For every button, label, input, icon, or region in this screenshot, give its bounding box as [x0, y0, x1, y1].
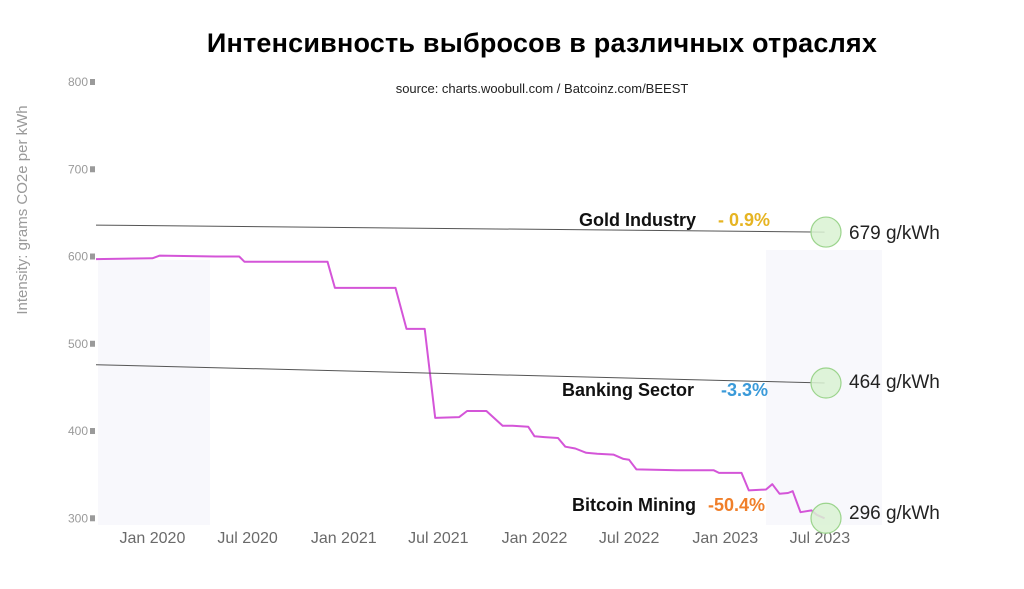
x-tick-label: Jan 2020: [120, 530, 186, 547]
series-line-bitcoin-mining: [95, 254, 826, 520]
annotation-value-bitcoin-mining: 296 g/kWh: [849, 503, 940, 524]
annotation-change-gold-industry: - 0.9%: [718, 210, 770, 230]
y-tick-label: 800: [68, 75, 88, 89]
chart-title: Интенсивность выбросов в различных отрас…: [206, 28, 878, 58]
y-tick-mark: [90, 166, 95, 173]
chart-source: source: charts.woobull.com / Batcoinz.co…: [395, 81, 689, 96]
annotation-value-gold-industry: 679 g/kWh: [849, 223, 940, 244]
x-tick-label: Jul 2022: [599, 530, 660, 547]
y-tick-mark: [90, 515, 95, 522]
endpoint-marker-bitcoin-mining: [810, 502, 842, 534]
x-tick-label: Jan 2021: [311, 530, 377, 547]
y-tick-mark: [90, 340, 95, 347]
y-tick-label: 700: [68, 162, 88, 176]
x-tick-label: Jul 2021: [408, 530, 469, 547]
annotation-label-bitcoin-mining: Bitcoin Mining: [572, 495, 696, 515]
plot-background-panel: [98, 260, 210, 525]
annotation-value-banking-sector: 464 g/kWh: [849, 372, 940, 393]
x-tick-label: Jan 2022: [502, 530, 568, 547]
endpoint-marker-gold-industry: [810, 216, 842, 248]
y-tick-label: 400: [68, 424, 88, 438]
y-tick-mark: [90, 428, 95, 435]
series-line-banking-sector: [95, 364, 825, 384]
y-tick-mark: [90, 79, 95, 85]
annotation-label-banking-sector: Banking Sector: [562, 380, 694, 400]
series-line-gold-industry: [95, 224, 825, 233]
y-tick-mark: [90, 253, 95, 260]
x-tick-label: Jul 2020: [217, 530, 278, 547]
x-tick-label: Jan 2023: [692, 530, 758, 547]
y-tick-label: 500: [68, 337, 88, 351]
annotation-change-banking-sector: -3.3%: [721, 380, 768, 400]
endpoint-marker-banking-sector: [810, 367, 842, 399]
y-axis-label: Intensity: grams CO2e per kWh: [14, 105, 31, 314]
x-tick-label: Jul 2023: [790, 530, 851, 547]
annotation-change-bitcoin-mining: -50.4%: [708, 495, 765, 515]
y-tick-label: 300: [68, 511, 88, 525]
y-tick-label: 600: [68, 250, 88, 264]
annotation-label-gold-industry: Gold Industry: [579, 210, 696, 230]
